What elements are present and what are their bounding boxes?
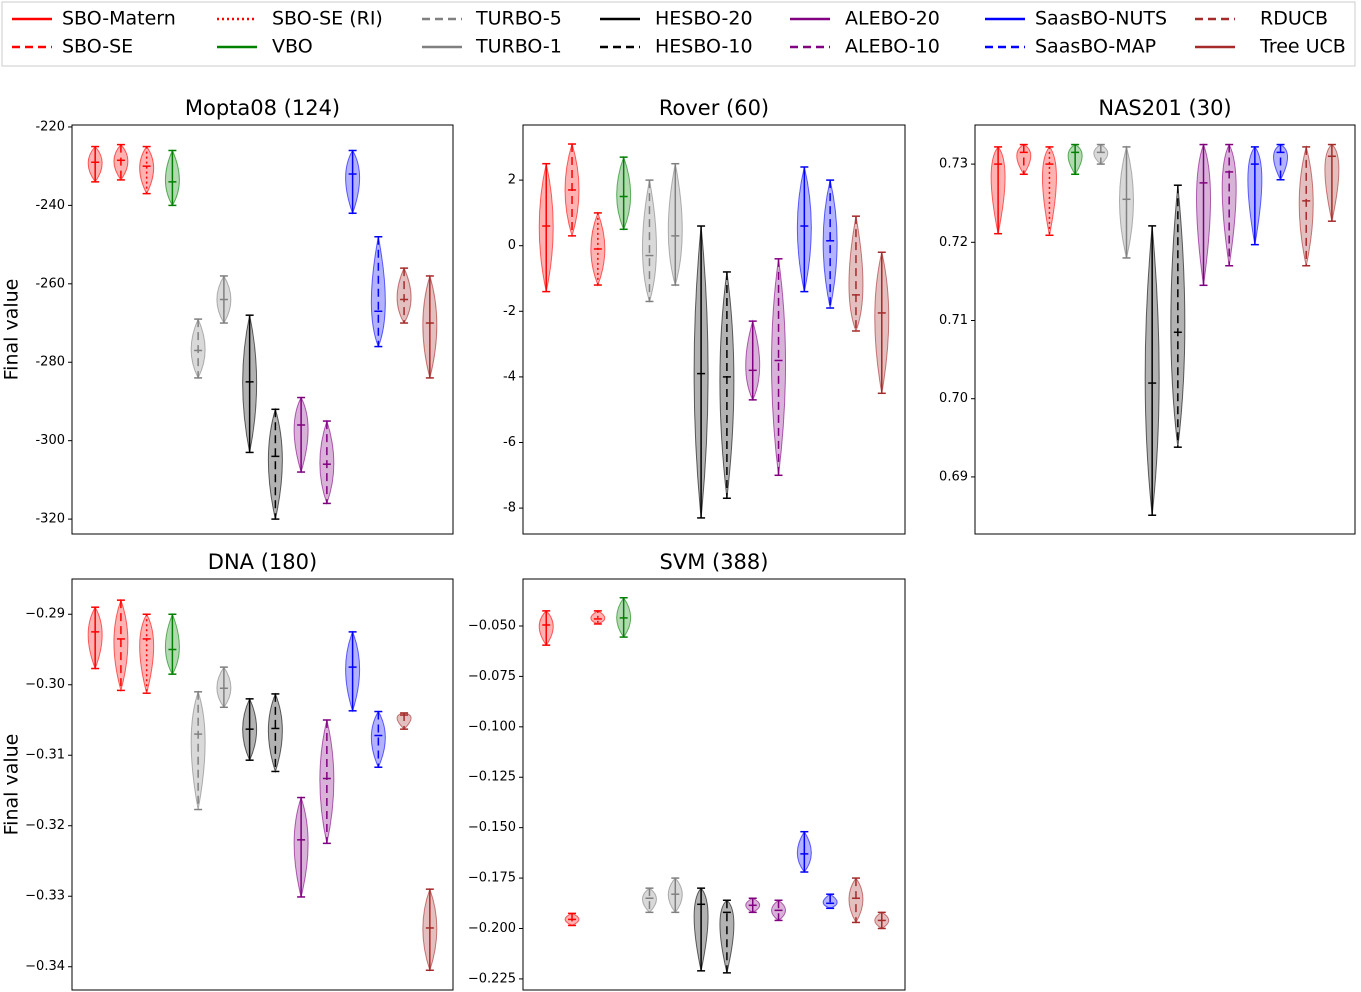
legend-label: SBO-SE (RI) (272, 8, 383, 30)
y-tick-label: 2 (508, 173, 516, 188)
panel-title: Rover (60) (659, 96, 769, 120)
y-tick-label: −0.200 (468, 921, 516, 936)
y-tick-label: 0.73 (939, 157, 968, 172)
legend-label: SaasBO-MAP (1035, 36, 1156, 58)
y-tick-label: -220 (35, 119, 65, 134)
y-tick-label: −0.34 (25, 959, 65, 974)
y-tick-label: -8 (503, 501, 516, 516)
legend-label: VBO (272, 36, 313, 58)
legend-label: ALEBO-20 (845, 8, 940, 30)
violin-body (139, 145, 155, 195)
y-tick-label: −0.100 (468, 719, 516, 734)
panel-title: DNA (180) (208, 550, 317, 574)
legend-label: SBO-SE (62, 36, 133, 58)
legend-label: HESBO-20 (655, 8, 753, 30)
violin-body (719, 899, 735, 973)
y-tick-label: -2 (503, 304, 516, 319)
legend-box (1, 1, 1356, 67)
legend-label: TURBO-1 (475, 36, 562, 58)
y-tick-label: −0.30 (25, 677, 65, 692)
legend-label: TURBO-5 (475, 8, 562, 30)
y-tick-label: 0.69 (939, 469, 968, 484)
legend-label: SaasBO-NUTS (1035, 8, 1167, 30)
plot-frame (522, 124, 906, 535)
y-tick-label: −0.225 (468, 971, 516, 986)
plot-frame (71, 578, 454, 991)
y-tick-label: 0.70 (939, 391, 968, 406)
y-tick-label: −0.175 (468, 871, 516, 886)
plot-frame (974, 124, 1356, 535)
y-tick-label: -300 (35, 433, 65, 448)
y-tick-label: −0.125 (468, 770, 516, 785)
y-tick-label: −0.32 (25, 818, 65, 833)
y-tick-label: -240 (35, 198, 65, 213)
y-tick-label: 0.72 (939, 235, 968, 250)
y-axis-label: Final value (1, 734, 23, 836)
legend-label: SBO-Matern (62, 8, 176, 30)
legend-label: RDUCB (1260, 8, 1328, 30)
y-axis-label: Final value (1, 279, 23, 381)
panel-title: SVM (388) (660, 550, 769, 574)
y-tick-label: −0.050 (468, 618, 516, 633)
y-tick-label: 0 (508, 238, 516, 253)
y-tick-label: −0.33 (25, 889, 65, 904)
y-tick-label: −0.29 (25, 607, 65, 622)
panel-title: NAS201 (30) (1098, 96, 1231, 120)
plot-frame (522, 578, 906, 991)
legend-label: Tree UCB (1259, 36, 1346, 58)
legend-label: ALEBO-10 (845, 36, 940, 58)
y-tick-label: -6 (503, 435, 516, 450)
y-tick-label: -280 (35, 355, 65, 370)
y-tick-label: −0.150 (468, 820, 516, 835)
y-tick-label: −0.075 (468, 669, 516, 684)
y-tick-label: −0.31 (25, 748, 65, 763)
y-tick-label: -260 (35, 276, 65, 291)
y-tick-label: -320 (35, 512, 65, 527)
y-tick-label: 0.71 (939, 313, 968, 328)
plot-frame (71, 124, 454, 535)
legend-label: HESBO-10 (655, 36, 753, 58)
y-tick-label: -4 (503, 369, 516, 384)
panel-title: Mopta08 (124) (185, 96, 340, 120)
